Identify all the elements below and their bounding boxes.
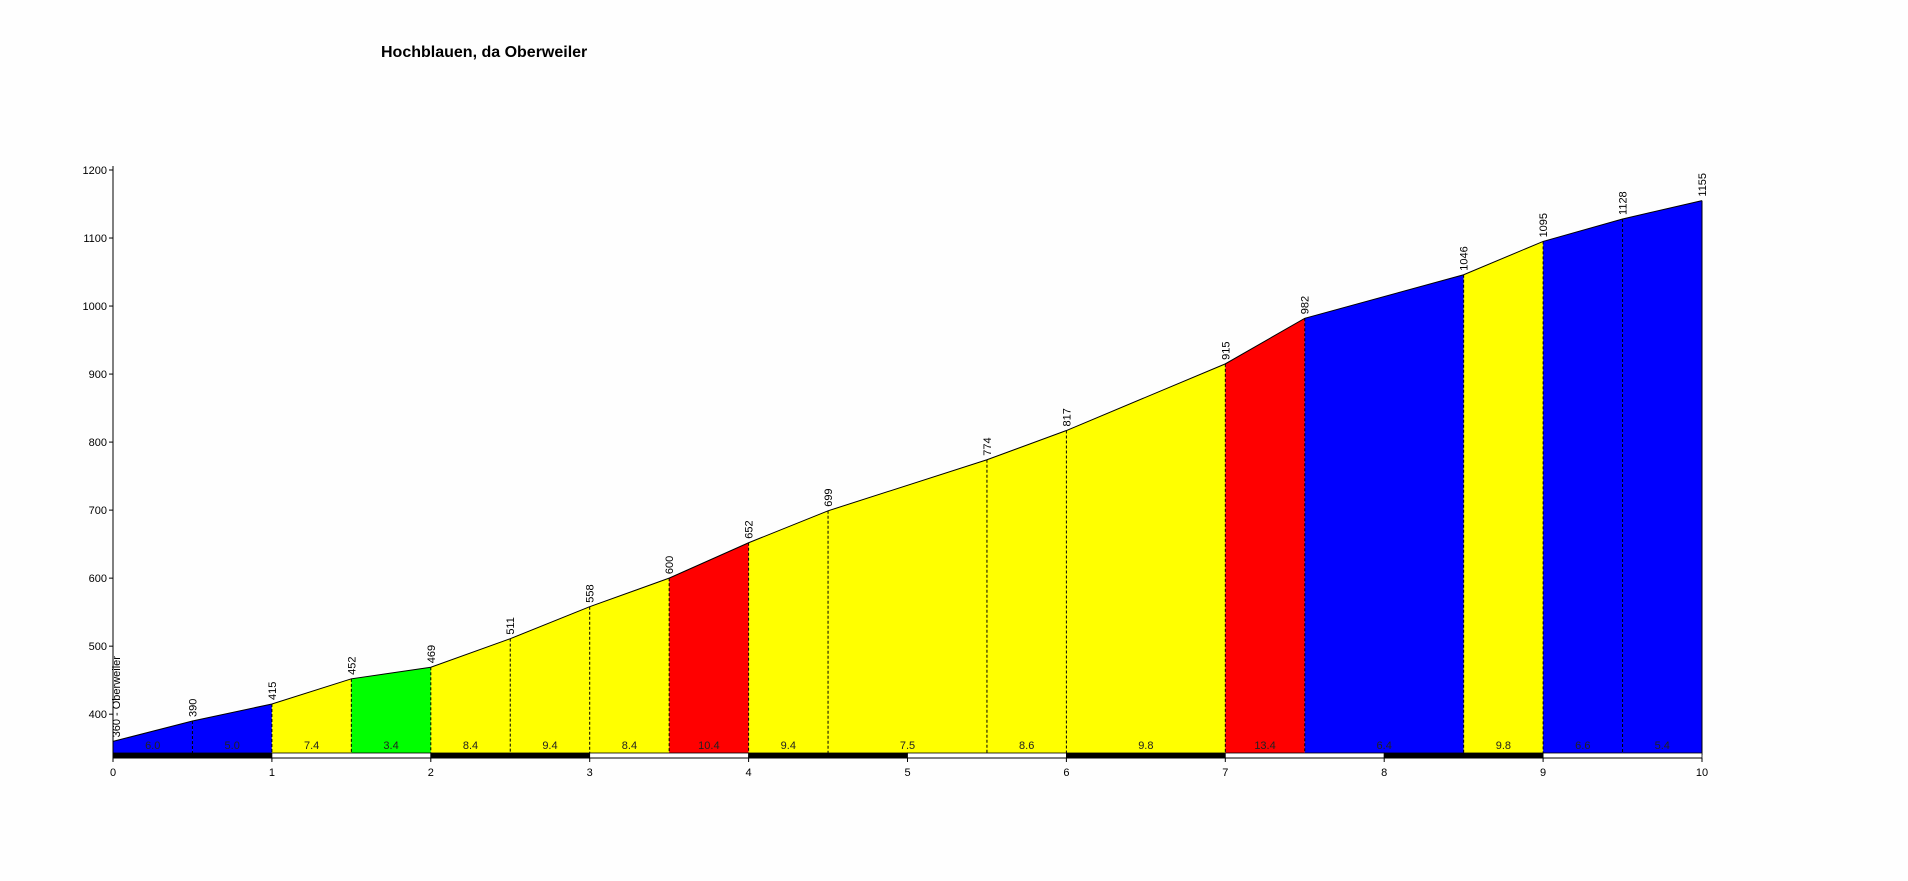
gradient-label: 3.4 bbox=[383, 740, 398, 752]
gradient-segment bbox=[510, 606, 590, 755]
y-tick-label: 900 bbox=[89, 369, 107, 381]
distance-bar-segment bbox=[1383, 752, 1544, 759]
elevation-label: 558 bbox=[585, 584, 597, 602]
gradient-segment bbox=[986, 430, 1067, 755]
distance-bar-segment bbox=[1542, 752, 1703, 759]
elevation-label: 1046 bbox=[1459, 246, 1471, 270]
gradient-segment bbox=[1622, 200, 1702, 755]
gradient-label: 9.8 bbox=[1496, 740, 1511, 752]
gradient-segment bbox=[1463, 241, 1544, 755]
gradient-segment bbox=[748, 510, 829, 755]
x-tick-label: 4 bbox=[746, 767, 752, 779]
gradient-label: 8.6 bbox=[1019, 740, 1034, 752]
x-tick-label: 7 bbox=[1222, 767, 1228, 779]
distance-bar-segment bbox=[430, 752, 591, 759]
gradient-segment bbox=[1304, 274, 1464, 755]
elevation-label: 699 bbox=[823, 488, 835, 506]
y-tick-label: 1100 bbox=[83, 233, 107, 245]
gradient-segment bbox=[430, 638, 511, 755]
gradient-segment bbox=[1225, 318, 1305, 755]
elevation-label: 652 bbox=[744, 520, 756, 538]
y-tick-label: 400 bbox=[89, 709, 107, 721]
start-label: 360 - Oberweiler bbox=[111, 656, 123, 738]
elevation-label: 469 bbox=[426, 645, 438, 663]
y-tick-label: 800 bbox=[89, 437, 107, 449]
elevation-label: 817 bbox=[1061, 408, 1073, 426]
elevation-label: 390 bbox=[187, 699, 199, 717]
y-tick-label: 700 bbox=[89, 505, 107, 517]
distance-bar-segment bbox=[1066, 752, 1226, 759]
gradient-label: 7.5 bbox=[900, 740, 915, 752]
profile-line bbox=[112, 200, 1703, 742]
x-tick-label: 2 bbox=[428, 767, 434, 779]
gradient-segment bbox=[589, 578, 670, 755]
x-tick-label: 3 bbox=[587, 767, 593, 779]
gradient-label: 7.4 bbox=[304, 740, 319, 752]
elevation-label: 982 bbox=[1300, 296, 1312, 314]
gradient-label: 8.4 bbox=[463, 740, 478, 752]
x-tick-label: 10 bbox=[1696, 767, 1708, 779]
gradient-label: 9.8 bbox=[1138, 740, 1153, 752]
gradient-label: 5.4 bbox=[1655, 740, 1670, 752]
elevation-label: 774 bbox=[982, 437, 994, 455]
y-tick-label: 1200 bbox=[83, 165, 107, 177]
elevation-label: 1128 bbox=[1618, 191, 1630, 215]
distance-bar-segment bbox=[589, 752, 750, 759]
distance-bar-segment bbox=[1224, 752, 1385, 759]
gradient-segment bbox=[1543, 218, 1623, 755]
x-tick-label: 1 bbox=[269, 767, 275, 779]
gradient-label: 6.6 bbox=[1575, 740, 1590, 752]
gradient-segment bbox=[669, 542, 749, 755]
y-tick-label: 600 bbox=[89, 573, 107, 585]
y-tick-label: 500 bbox=[89, 641, 107, 653]
distance-bar-segment bbox=[112, 752, 273, 759]
gradient-segment bbox=[1066, 363, 1226, 755]
x-tick-label: 9 bbox=[1540, 767, 1546, 779]
gradient-label: 10.4 bbox=[698, 740, 719, 752]
distance-bar-segment bbox=[907, 752, 1067, 759]
x-tick-label: 6 bbox=[1063, 767, 1069, 779]
gradient-segment bbox=[113, 720, 193, 755]
distance-bar-segment bbox=[748, 752, 908, 759]
gradient-label: 6.4 bbox=[1377, 740, 1392, 752]
elevation-label: 415 bbox=[267, 682, 279, 700]
elevation-label: 600 bbox=[664, 556, 676, 574]
gradient-label: 9.4 bbox=[542, 740, 557, 752]
chart-title: Hochblauen, da Oberweiler bbox=[381, 44, 588, 61]
gradient-label: 6.0 bbox=[145, 740, 160, 752]
x-tick-label: 0 bbox=[110, 767, 116, 779]
elevation-label: 511 bbox=[505, 617, 517, 635]
gradient-label: 8.4 bbox=[622, 740, 637, 752]
gradient-segment bbox=[828, 459, 987, 755]
gradient-label: 13.4 bbox=[1254, 740, 1275, 752]
elevation-label: 452 bbox=[346, 656, 358, 674]
distance-bar-segment bbox=[271, 752, 432, 759]
x-tick-label: 5 bbox=[904, 767, 910, 779]
y-tick-label: 1000 bbox=[83, 301, 107, 313]
elevation-label: 1155 bbox=[1697, 173, 1709, 197]
x-tick-label: 8 bbox=[1381, 767, 1387, 779]
elevation-label: 1095 bbox=[1538, 213, 1550, 237]
gradient-label: 5.0 bbox=[225, 740, 240, 752]
gradient-label: 9.4 bbox=[781, 740, 796, 752]
gradient-segment bbox=[351, 667, 431, 755]
elevation-label: 915 bbox=[1220, 342, 1232, 360]
